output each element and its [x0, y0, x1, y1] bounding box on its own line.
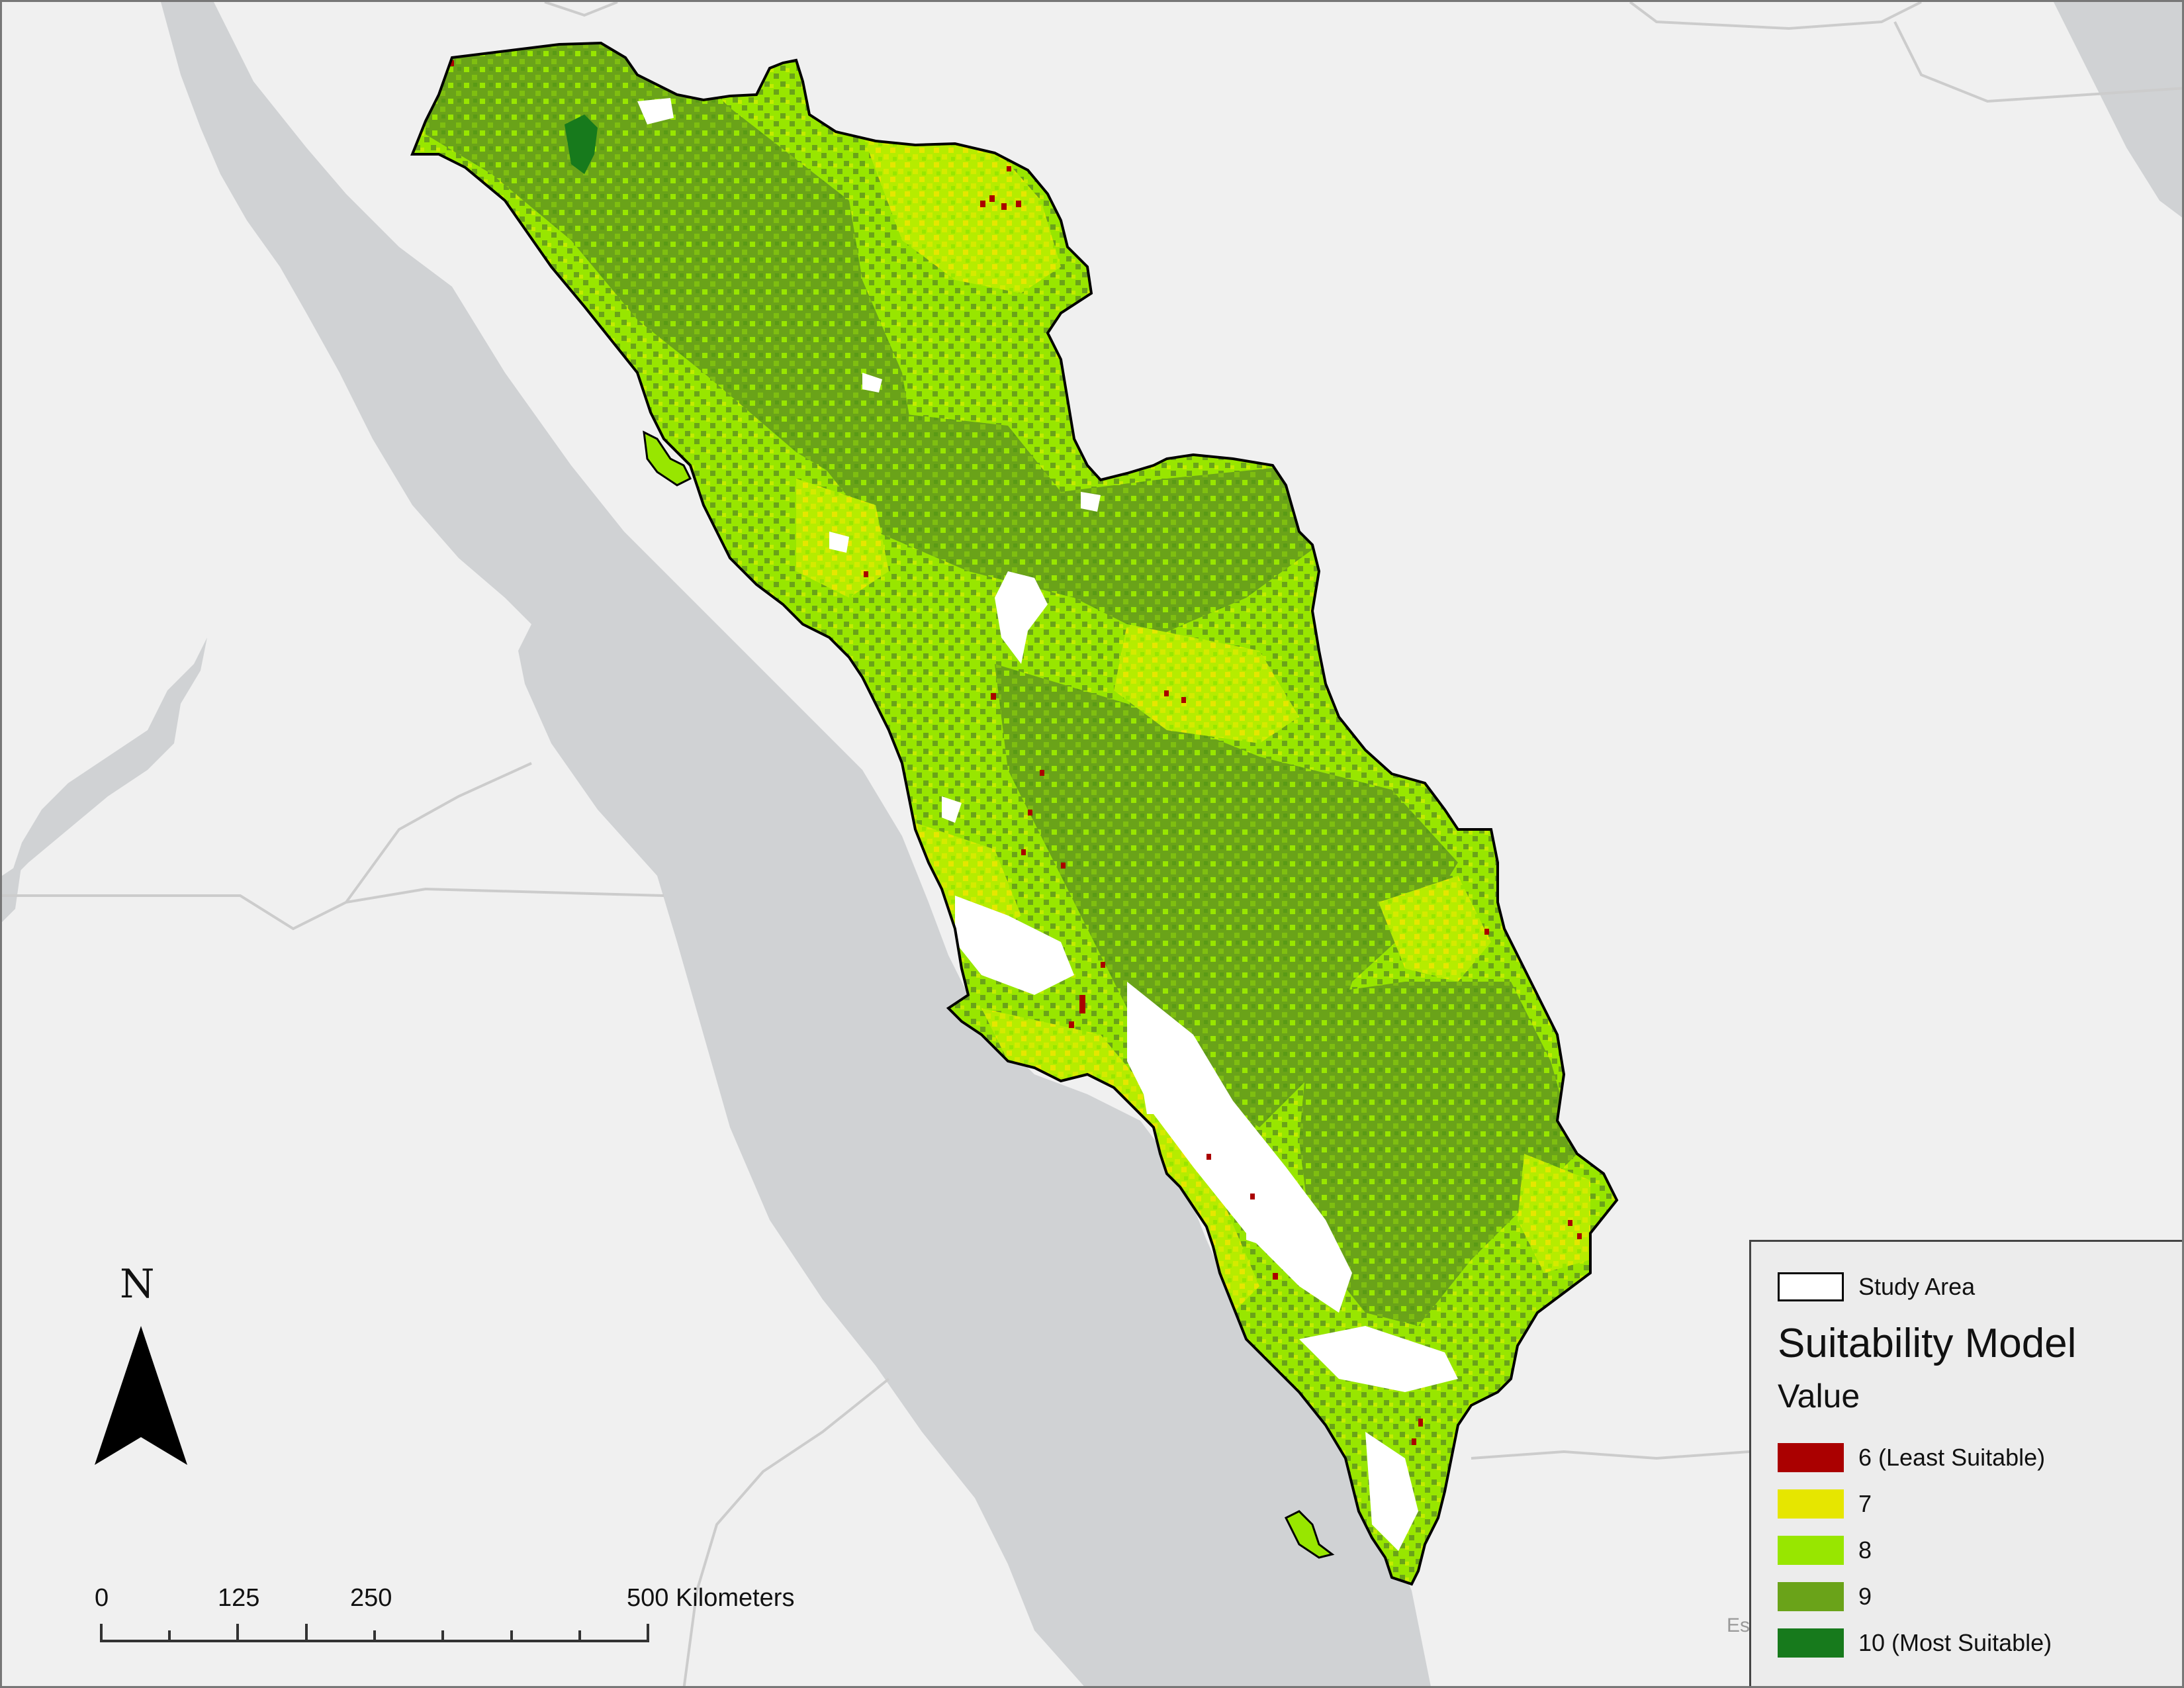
legend-panel: Study Area Suitability Model Value 6 (Le… [1749, 1240, 2182, 1686]
legend-item-9: 9 [1778, 1582, 1872, 1611]
island-north [643, 430, 692, 487]
legend-swatch-10 [1778, 1628, 1844, 1658]
legend-item-6: 6 (Least Suitable) [1778, 1443, 2045, 1472]
scale-label-500: 500 Kilometers [627, 1584, 795, 1612]
legend-swatch-6 [1778, 1443, 1844, 1472]
legend-study-area: Study Area [1778, 1272, 1975, 1301]
legend-subtitle: Value [1778, 1378, 1860, 1415]
legend-item-10: 10 (Most Suitable) [1778, 1628, 2052, 1658]
legend-label-8: 8 [1858, 1536, 1872, 1564]
scale-label-125: 125 [218, 1584, 260, 1612]
legend-item-7: 7 [1778, 1489, 1872, 1519]
west-water [2, 863, 22, 922]
north-arrow-icon [95, 1326, 187, 1465]
attribution: Es [1727, 1615, 1751, 1636]
lake-water [9, 637, 207, 882]
scale-label-250: 250 [350, 1584, 392, 1612]
legend-swatch-7 [1778, 1489, 1844, 1519]
legend-swatch-9 [1778, 1582, 1844, 1611]
scale-label-0: 0 [95, 1584, 109, 1612]
legend-label-10: 10 (Most Suitable) [1858, 1629, 2052, 1656]
top-right-water [2054, 2, 2182, 218]
north-label: N [120, 1261, 155, 1307]
study-area-swatch [1778, 1272, 1844, 1301]
north-arrow [95, 1326, 187, 1465]
island-south [1284, 1510, 1335, 1559]
legend-item-8: 8 [1778, 1536, 1872, 1565]
legend-label-7: 7 [1858, 1490, 1872, 1517]
legend-label-9: 9 [1858, 1583, 1872, 1610]
gulf-water [161, 2, 1431, 1686]
study-area-label: Study Area [1858, 1273, 1976, 1300]
scale-bar [100, 1624, 649, 1642]
study-area-outline [410, 41, 1619, 1586]
legend-title: Suitability Model [1778, 1321, 2077, 1366]
legend-swatch-8 [1778, 1536, 1844, 1565]
legend-label-6: 6 (Least Suitable) [1858, 1444, 2046, 1471]
